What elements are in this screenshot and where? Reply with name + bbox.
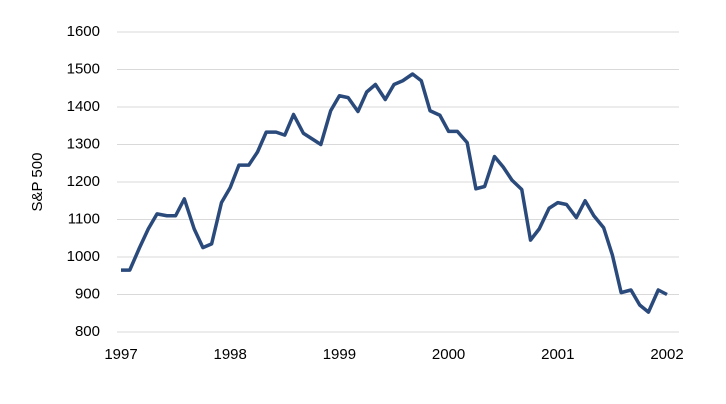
y-tick-label: 1400 [67,98,100,115]
y-tick-label: 1600 [67,23,100,40]
x-tick-label: 1998 [214,346,247,363]
x-tick-label: 1997 [104,346,137,363]
x-tick-label: 2001 [541,346,574,363]
y-tick-label: 1300 [67,135,100,152]
x-tick-label: 1999 [323,346,356,363]
y-tick-label: 1500 [67,60,100,77]
y-axis-label: S&P 500 [29,153,46,212]
x-tick-label: 2000 [432,346,465,363]
line-series [121,72,668,314]
y-tick-label: 1200 [67,173,100,190]
y-tick-label: 1000 [67,248,100,265]
y-tick-label: 800 [75,323,100,340]
x-tick-label: 2002 [650,346,683,363]
y-tick-label: 900 [75,285,100,302]
y-tick-label: 1100 [68,210,100,227]
